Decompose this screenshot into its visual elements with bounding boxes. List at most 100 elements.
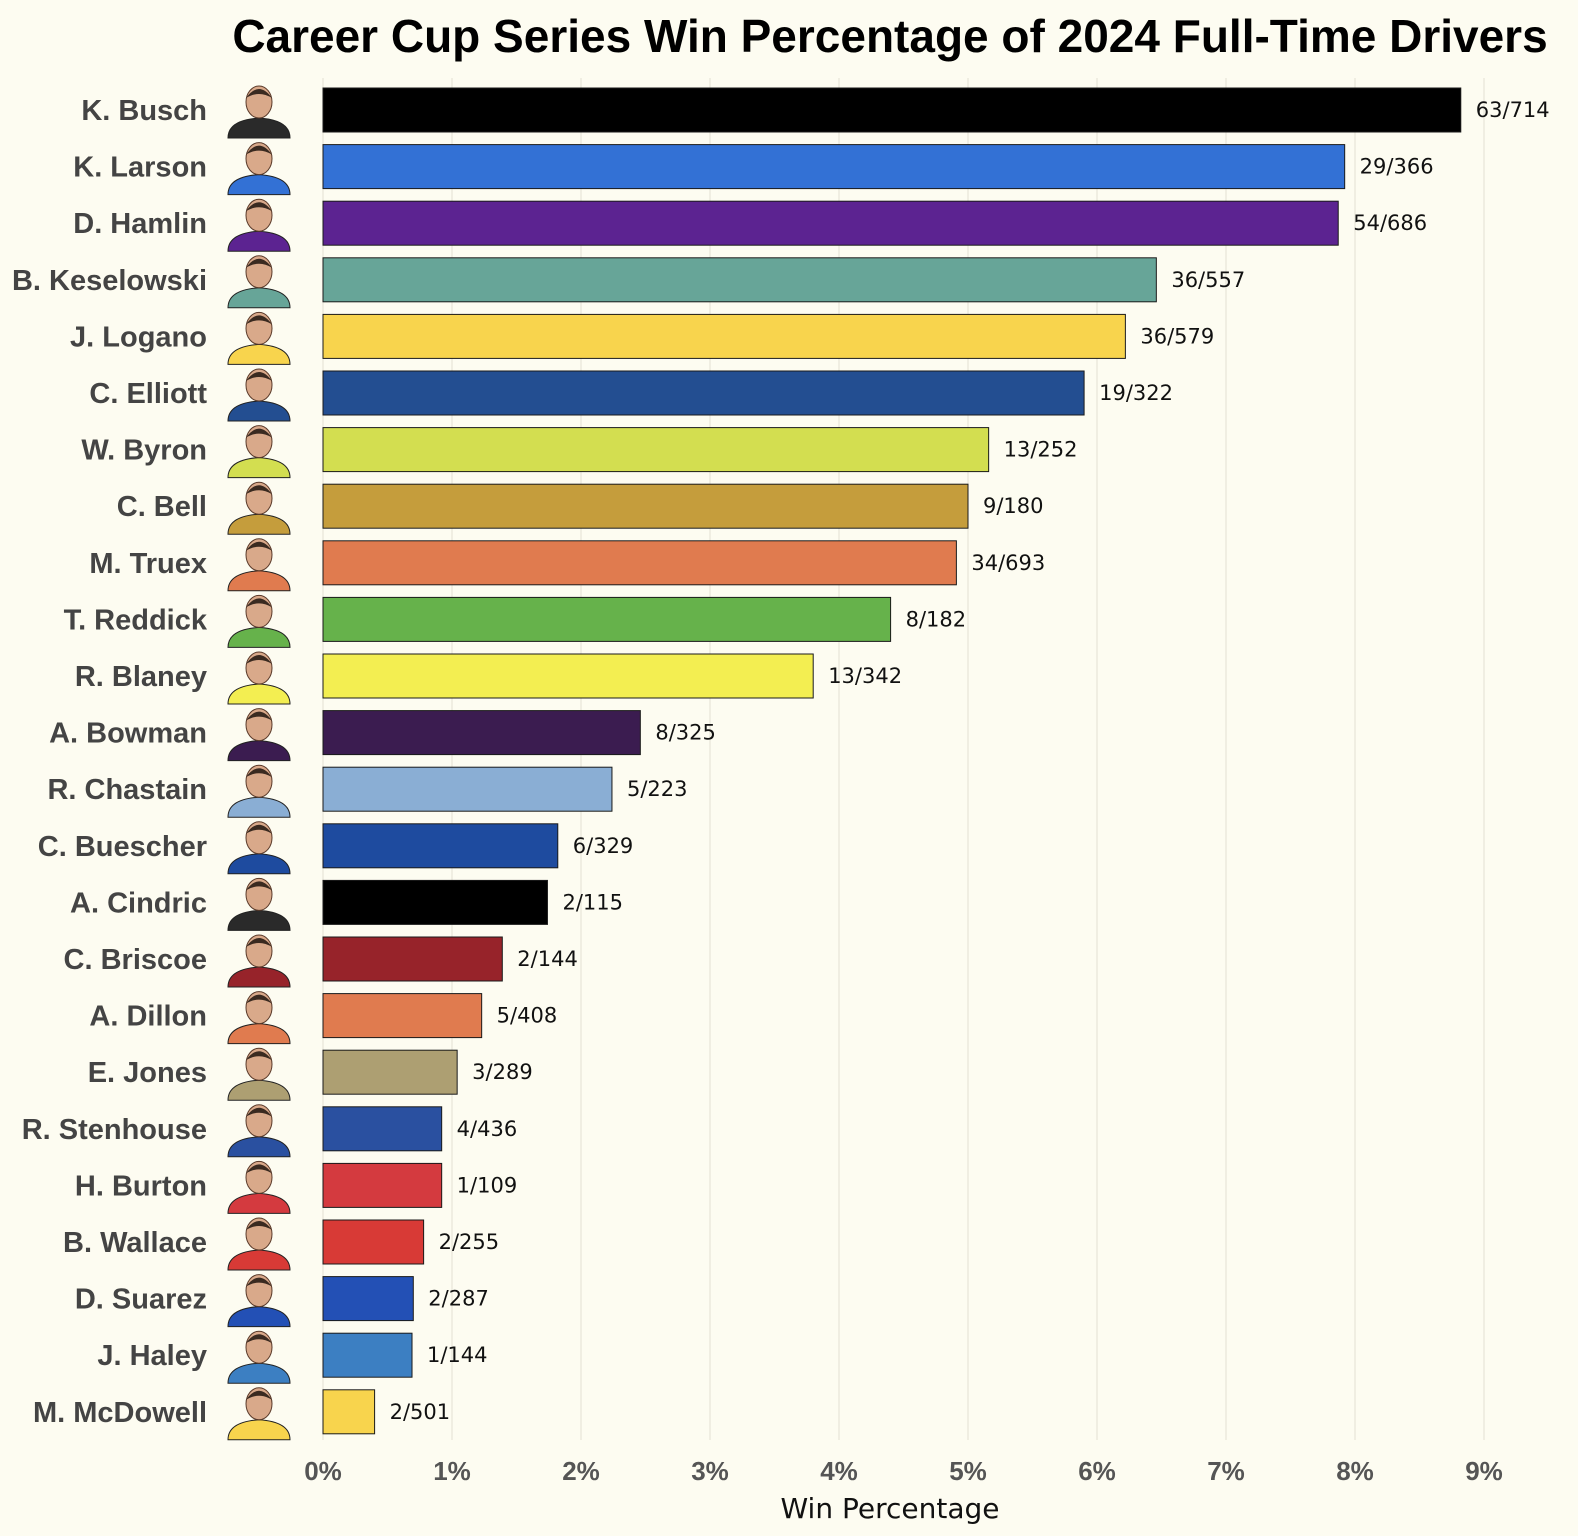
driver-avatar xyxy=(227,934,291,988)
driver-avatar xyxy=(227,85,291,139)
bar xyxy=(322,87,1462,133)
driver-name-label: A. Cindric xyxy=(70,887,207,919)
x-axis-ticks: 0% 1% 2% 3% 4% 5% 6% 7% 8% 9% xyxy=(304,1456,1503,1486)
driver-name-label: R. Stenhouse xyxy=(22,1114,207,1146)
x-tick-label: 3% xyxy=(691,1456,729,1486)
x-tick-label: 4% xyxy=(820,1456,858,1486)
grid-lines xyxy=(322,78,1485,1440)
driver-name-label: K. Busch xyxy=(81,95,207,127)
bar xyxy=(322,1332,413,1378)
driver-avatar xyxy=(227,594,291,648)
bar-data-label: 2/501 xyxy=(390,1400,451,1424)
driver-avatar xyxy=(227,425,291,479)
x-tick-label: 8% xyxy=(1336,1456,1374,1486)
bar xyxy=(322,540,957,586)
bar-data-label: 5/408 xyxy=(497,1004,558,1028)
bar-data-label: 1/109 xyxy=(457,1173,518,1197)
x-tick-label: 7% xyxy=(1207,1456,1245,1486)
driver-name-label: R. Chastain xyxy=(47,774,207,806)
bar-data-label: 36/557 xyxy=(1171,268,1245,292)
driver-avatar xyxy=(227,198,291,252)
bar xyxy=(322,596,892,642)
driver-avatar xyxy=(227,1217,291,1271)
bar-data-label: 2/115 xyxy=(562,890,623,914)
bar-data-label: 4/436 xyxy=(457,1117,518,1141)
bar xyxy=(322,483,969,529)
driver-name-label: H. Burton xyxy=(75,1170,207,1202)
bar-data-label: 2/255 xyxy=(439,1230,500,1254)
driver-name-label: D. Hamlin xyxy=(73,208,207,240)
driver-avatar xyxy=(227,255,291,309)
driver-avatar xyxy=(227,1274,291,1328)
driver-name-label: C. Buescher xyxy=(38,831,207,863)
driver-name-label: M. Truex xyxy=(89,548,207,580)
bar xyxy=(322,766,613,812)
bar xyxy=(322,1389,376,1435)
driver-avatar xyxy=(227,368,291,422)
driver-name-label: A. Bowman xyxy=(49,718,207,750)
driver-avatar xyxy=(227,538,291,592)
driver-name-label: A. Dillon xyxy=(89,1001,207,1033)
driver-name-label: B. Keselowski xyxy=(12,265,207,297)
bar xyxy=(322,653,814,699)
driver-avatar xyxy=(227,142,291,196)
driver-avatar xyxy=(227,311,291,365)
driver-avatar xyxy=(227,708,291,762)
driver-avatar xyxy=(227,764,291,818)
driver-avatar xyxy=(227,821,291,875)
bar xyxy=(322,1049,458,1095)
driver-avatar xyxy=(227,1387,291,1441)
driver-avatar xyxy=(227,481,291,535)
bar-data-label: 6/329 xyxy=(573,834,634,858)
x-tick-label: 5% xyxy=(949,1456,987,1486)
driver-avatar xyxy=(227,1160,291,1214)
driver-avatar xyxy=(227,1047,291,1101)
bar xyxy=(322,1162,443,1208)
x-axis-label: Win Percentage xyxy=(780,1492,999,1525)
bar xyxy=(322,993,483,1039)
driver-name-label: R. Blaney xyxy=(75,661,207,693)
driver-name-label: C. Briscoe xyxy=(64,944,207,976)
driver-labels: K. Busch K. Larson D. Hamlin B. Keselowski J… xyxy=(12,85,291,1441)
x-tick-label: 9% xyxy=(1465,1456,1503,1486)
bar-data-label: 9/180 xyxy=(983,494,1044,518)
bar-data-label: 2/287 xyxy=(428,1287,489,1311)
driver-avatar xyxy=(227,1330,291,1384)
driver-name-label: T. Reddick xyxy=(64,604,208,636)
x-tick-label: 0% xyxy=(304,1456,342,1486)
bar-data-label: 8/182 xyxy=(906,607,967,631)
bar-data-label: 1/144 xyxy=(427,1343,488,1367)
chart-title: Career Cup Series Win Percentage of 2024… xyxy=(232,10,1547,62)
bar xyxy=(322,710,641,756)
driver-name-label: K. Larson xyxy=(73,152,207,184)
driver-avatar xyxy=(227,877,291,931)
driver-name-label: J. Haley xyxy=(97,1340,207,1372)
bar-data-label: 63/714 xyxy=(1476,98,1550,122)
bar-data-label: 19/322 xyxy=(1099,381,1173,405)
bar xyxy=(322,200,1339,246)
driver-name-label: W. Byron xyxy=(81,435,207,467)
driver-name-label: M. McDowell xyxy=(33,1397,207,1429)
driver-name-label: D. Suarez xyxy=(75,1284,207,1316)
bar xyxy=(322,1276,414,1322)
driver-name-label: B. Wallace xyxy=(63,1227,207,1259)
bar xyxy=(322,257,1157,303)
bar-data-label: 3/289 xyxy=(472,1060,533,1084)
driver-avatar xyxy=(227,651,291,705)
bar xyxy=(322,936,503,982)
driver-name-label: C. Elliott xyxy=(89,378,207,410)
driver-avatar xyxy=(227,1104,291,1158)
bar-data-label: 13/342 xyxy=(828,664,902,688)
bar-data-label: 29/366 xyxy=(1360,155,1434,179)
bar xyxy=(322,879,548,925)
bar xyxy=(322,370,1085,416)
x-tick-label: 6% xyxy=(1078,1456,1116,1486)
x-tick-label: 1% xyxy=(433,1456,471,1486)
bar-data-label: 34/693 xyxy=(971,551,1045,575)
bar-data-label: 54/686 xyxy=(1353,211,1427,235)
bar xyxy=(322,1106,443,1152)
bar-data-label: 8/325 xyxy=(655,721,716,745)
driver-name-label: E. Jones xyxy=(88,1057,207,1089)
